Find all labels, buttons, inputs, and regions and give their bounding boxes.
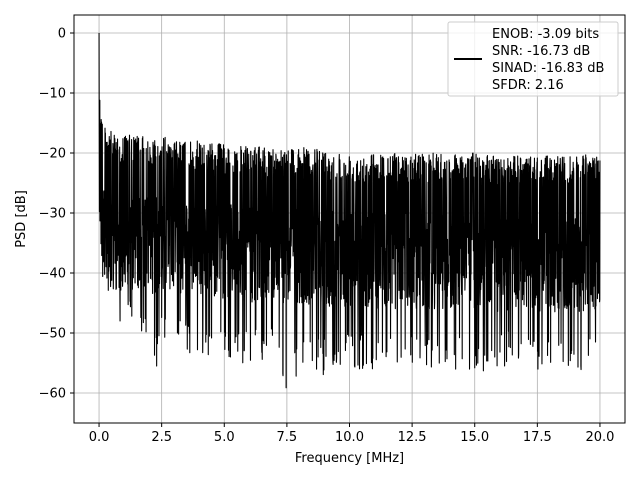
legend-line-sinad: SINAD: -16.83 dB [492, 61, 604, 76]
y-tick-label: −40 [39, 267, 66, 282]
psd-series [98, 32, 601, 389]
y-tick-label: −20 [39, 147, 66, 162]
y-tick-label: −60 [39, 387, 66, 402]
x-tick-label: 7.5 [277, 430, 298, 445]
psd-trace-line [98, 32, 601, 389]
x-axis-ticks: 0.0 2.5 5.0 7.5 10.0 12.5 15.0 17.5 20.0 [89, 423, 614, 445]
y-tick-label: 0 [58, 27, 66, 42]
x-tick-label: 2.5 [151, 430, 172, 445]
x-tick-label: 0.0 [89, 430, 110, 445]
legend-line-sfdr: SFDR: 2.16 [492, 78, 564, 93]
legend: ENOB: -3.09 bits SNR: -16.73 dB SINAD: -… [447, 21, 619, 97]
x-tick-label: 10.0 [335, 430, 364, 445]
legend-line-snr: SNR: -16.73 dB [492, 44, 590, 59]
y-axis-label: PSD [dB] [14, 190, 29, 248]
y-tick-label: −30 [39, 207, 66, 222]
x-tick-label: 17.5 [523, 430, 552, 445]
x-tick-label: 12.5 [398, 430, 427, 445]
x-tick-label: 5.0 [214, 430, 235, 445]
x-tick-label: 15.0 [460, 430, 489, 445]
legend-box [447, 21, 619, 97]
legend-line-enob: ENOB: -3.09 bits [492, 27, 599, 42]
y-tick-label: −10 [39, 87, 66, 102]
y-tick-label: −50 [39, 327, 66, 342]
x-axis-label: Frequency [MHz] [295, 451, 404, 466]
y-axis-ticks: 0 −10 −20 −30 −40 −50 −60 [39, 27, 74, 402]
x-tick-label: 20.0 [585, 430, 614, 445]
